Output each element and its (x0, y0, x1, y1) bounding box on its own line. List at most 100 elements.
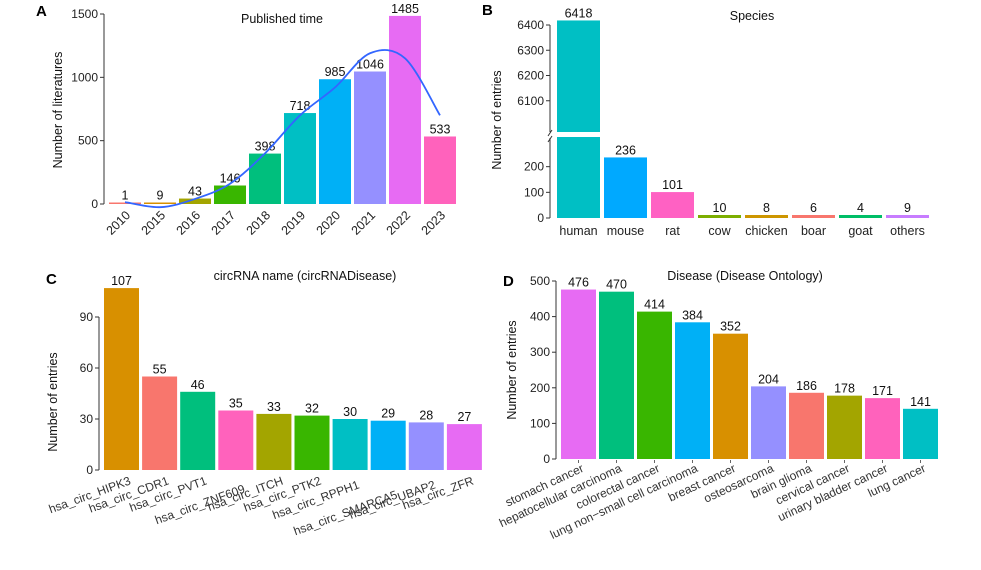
data-label-hsa-circ-znf609: 35 (229, 397, 243, 411)
data-label-osteosarcoma: 204 (758, 372, 779, 386)
bar-urinary-bladder-cancer (865, 398, 900, 459)
data-label-urinary-bladder-cancer: 171 (872, 384, 893, 398)
bar-colorectal-cancer (637, 311, 672, 459)
y-tick-label: 0 (91, 197, 98, 211)
x-tick-label: chicken (745, 224, 787, 238)
data-label-2018: 398 (255, 140, 276, 154)
data-label-boar: 6 (810, 201, 817, 215)
bar-breast-cancer (713, 333, 748, 459)
chart-title: Disease (Disease Ontology) (667, 269, 823, 283)
data-label-2020: 985 (325, 65, 346, 79)
y-tick-label: 0 (537, 211, 544, 225)
axis-break-mark (547, 129, 553, 137)
axis-break-mark (547, 135, 553, 143)
data-label-cervical-cancer: 178 (834, 382, 855, 396)
bar-lung-cancer (903, 408, 938, 459)
panel-letter-a: A (36, 3, 47, 20)
y-tick-label: 6400 (517, 18, 544, 32)
y-tick-label: 1000 (71, 70, 98, 84)
y-tick-label: 400 (530, 310, 550, 324)
data-label-rat: 101 (662, 178, 683, 192)
bar-hsa-circ-pvt1 (180, 391, 216, 470)
y-tick-label: 30 (80, 412, 94, 426)
panel-d-disease: D Disease (Disease Ontology) Number of e… (497, 269, 938, 542)
x-tick-label: 2019 (279, 208, 309, 238)
bar-human-lower (557, 137, 600, 218)
y-tick-label: 200 (524, 160, 544, 174)
y-tick-label: 0 (543, 452, 550, 466)
data-label-hsa-circ-zfr: 27 (457, 410, 471, 424)
x-tick-label: rat (665, 224, 680, 238)
y-axis-title: Number of entries (490, 70, 504, 169)
x-tick-labels: human mouse rat cow chicken boar goat others (559, 224, 924, 238)
x-tick-label: 2017 (209, 208, 239, 238)
panel-b-species: B Species Number of entries 0 100 200 6100 6… (482, 2, 929, 238)
y-tick-label: 0 (86, 463, 93, 477)
bar-2017 (214, 185, 246, 204)
data-label-hsa-circ-ptk2: 32 (305, 402, 319, 416)
y-tick-label: 300 (530, 345, 550, 359)
bar-hsa-circ-smarca5 (370, 420, 406, 470)
bar-brain-glioma (789, 392, 824, 459)
data-labels: 1 9 43 146 398 718 985 1046 1485 533 (122, 2, 451, 203)
trend-line-group (124, 49, 441, 209)
bar-2016 (179, 198, 211, 204)
bar-hsa-circ-ptk2 (294, 415, 330, 470)
y-axis: 0 30 60 90 (80, 310, 100, 477)
data-label-chicken: 8 (763, 201, 770, 215)
bar-2010 (109, 202, 141, 204)
panel-letter-c: C (46, 271, 57, 288)
trend-line (124, 49, 441, 209)
panel-a-published-time: A Published time Number of literatures 0… (36, 2, 456, 238)
x-tick-labels: 2010 2015 2016 2017 2018 2019 2020 2021 2022 2023 (104, 208, 449, 238)
data-label-2017: 146 (220, 172, 241, 186)
data-label-breast-cancer: 352 (720, 320, 741, 334)
bar-2021 (354, 71, 386, 204)
data-label-cow: 10 (713, 201, 727, 215)
y-axis-title: Number of entries (505, 320, 519, 419)
x-tick-label: 2015 (139, 208, 169, 238)
x-tick-labels: hsa_circ_HIPK3hsa_circ_CDR1hsa_circ_PVT1… (47, 474, 476, 539)
x-tick-label: mouse (607, 224, 645, 238)
x-tick-label: cow (708, 224, 731, 238)
bar-mouse (604, 157, 647, 218)
bar-hsa-circ-znf609 (218, 410, 254, 470)
data-label-lung-cancer: 141 (910, 395, 931, 409)
bar-hsa-circ-ubap2 (408, 422, 444, 470)
y-tick-label: 500 (530, 274, 550, 288)
data-label-2022: 1485 (391, 2, 419, 16)
x-tick-label: 2010 (104, 208, 134, 238)
data-label-stomach-cancer: 476 (568, 276, 589, 290)
chart-title: Published time (241, 12, 323, 26)
x-tick-label: 2016 (174, 208, 204, 238)
y-tick-label: 6300 (517, 43, 544, 57)
data-label-hepatocellular-carcinoma: 470 (606, 278, 627, 292)
y-axis: 0 100 200 6100 6200 6300 6400 (517, 18, 553, 225)
bars (557, 20, 929, 218)
y-tick-label: 1500 (71, 7, 98, 21)
data-label-hsa-circ-ubap2: 28 (419, 408, 433, 422)
data-label-2016: 43 (188, 185, 202, 199)
data-label-brain-glioma: 186 (796, 379, 817, 393)
y-tick-label: 500 (78, 134, 98, 148)
data-label-hsa-circ-hipk3: 107 (111, 274, 132, 288)
data-labels: 107 55 46 35 33 32 30 29 28 27 (111, 274, 471, 424)
x-tick-label: 2022 (384, 208, 414, 238)
data-labels: 476 470 414 384 352 204 186 178 171 141 (568, 276, 931, 409)
bar-cervical-cancer (827, 395, 862, 459)
y-tick-label: 100 (524, 185, 544, 199)
y-tick-label: 200 (530, 381, 550, 395)
data-label-others: 9 (904, 201, 911, 215)
x-tick-label: others (890, 224, 925, 238)
panel-c-circrna-name: C circRNA name (circRNADisease) Number o… (46, 269, 482, 538)
bar-chicken (745, 215, 788, 218)
bar-hsa-circ-rpph1 (332, 419, 368, 470)
x-tick-label: 2021 (349, 208, 379, 238)
bar-hsa-circ-itch (256, 413, 292, 470)
data-label-hsa-circ-pvt1: 46 (191, 378, 205, 392)
y-axis-title: Number of entries (46, 352, 60, 451)
y-axis-title: Number of literatures (51, 52, 65, 169)
data-label-2023: 533 (430, 122, 451, 136)
bar-2023 (424, 136, 456, 204)
